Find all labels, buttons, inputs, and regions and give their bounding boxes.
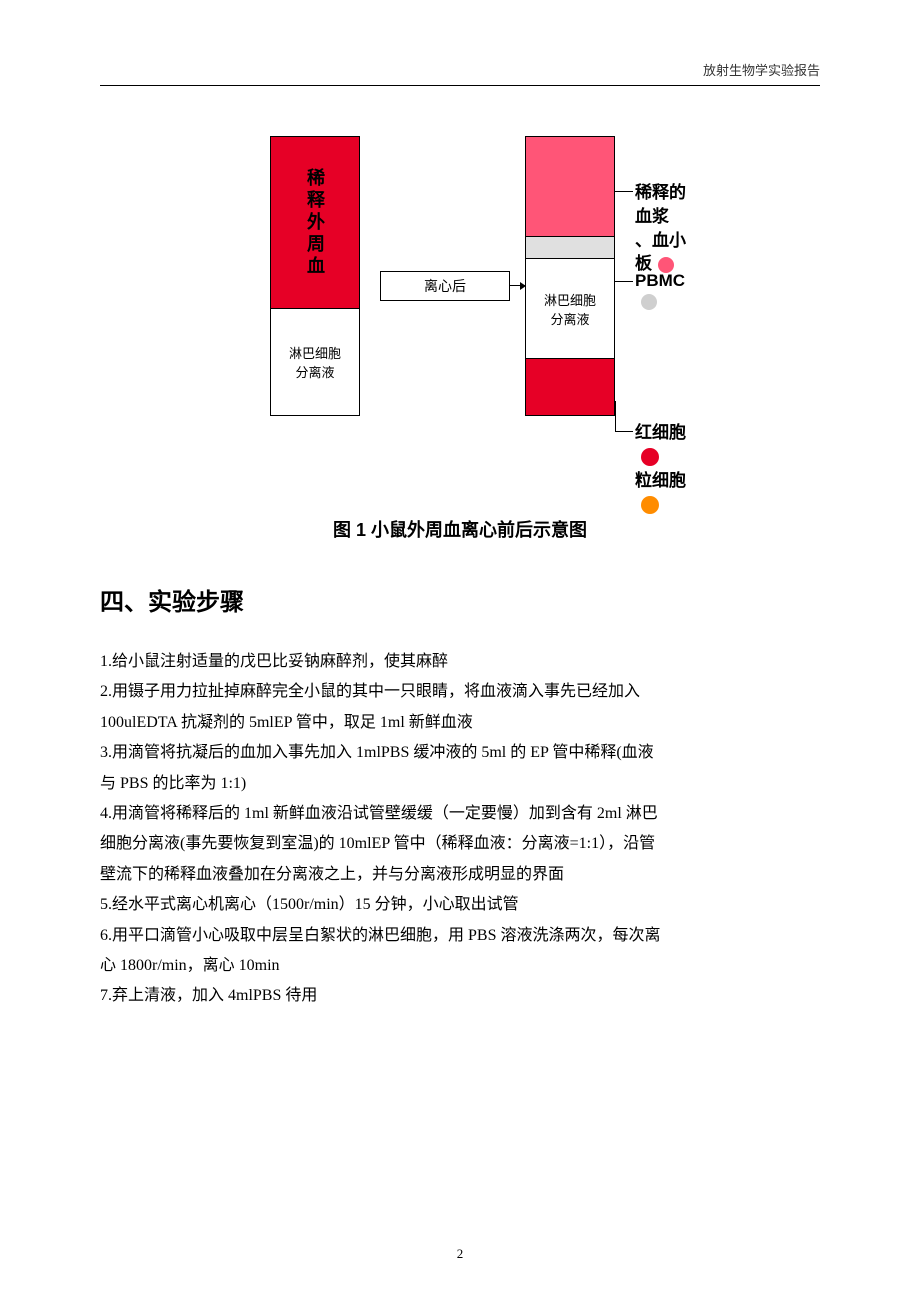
step-4c: 壁流下的稀释血液叠加在分离液之上，并与分离液形成明显的界面 (100, 860, 820, 890)
label-pbmc: PBMC (635, 271, 700, 311)
rbc-layer (526, 359, 614, 415)
header-rule (100, 85, 820, 86)
page-number: 2 (0, 1246, 920, 1262)
step-1: 1.给小鼠注射适量的戊巴比妥钠麻醉剂，使其麻醉 (100, 647, 820, 677)
figure-caption: 图 1 小鼠外周血离心前后示意图 (100, 516, 820, 542)
centrifuge-label: 离心后 (380, 271, 510, 301)
tube-before: 稀释外周血 淋巴细胞 分离液 (270, 136, 360, 416)
arrow-icon (510, 285, 525, 286)
separation-layer: 淋巴细胞 分离液 (526, 259, 614, 359)
section-title: 四、实验步骤 (100, 582, 820, 617)
step-3b: 与 PBS 的比率为 1:1) (100, 769, 820, 799)
blood-label: 稀释外周血 (302, 168, 328, 278)
label-plasma: 稀释的血浆 、血小板 (635, 181, 700, 276)
label-rbc: 红细胞 粒细胞 (635, 421, 700, 516)
plasma-layer (526, 137, 614, 237)
step-7: 7.弃上清液，加入 4mlPBS 待用 (100, 981, 820, 1011)
step-4b: 细胞分离液(事先要恢复到室温)的 10mlEP 管中（稀释血液：分离液=1:1）… (100, 829, 820, 859)
dot-pbmc (641, 294, 657, 310)
pbmc-layer (526, 237, 614, 259)
tube-after: 淋巴细胞 分离液 (525, 136, 615, 416)
blood-segment: 稀释外周血 (271, 137, 359, 309)
step-6a: 6.用平口滴管小心吸取中层呈白絮状的淋巴细胞，用 PBS 溶液洗涤两次，每次离 (100, 921, 820, 951)
dot-granulocyte (641, 496, 659, 514)
step-3a: 3.用滴管将抗凝后的血加入事先加入 1mlPBS 缓冲液的 5ml 的 EP 管… (100, 738, 820, 768)
step-2b: 100ulEDTA 抗凝剂的 5mlEP 管中，取足 1ml 新鲜血液 (100, 708, 820, 738)
experiment-steps: 1.给小鼠注射适量的戊巴比妥钠麻醉剂，使其麻醉 2.用镊子用力拉扯掉麻醉完全小鼠… (100, 647, 820, 1012)
step-4a: 4.用滴管将稀释后的 1ml 新鲜血液沿试管壁缓缓（一定要慢）加到含有 2ml … (100, 799, 820, 829)
step-5: 5.经水平式离心机离心（1500r/min）15 分钟，小心取出试管 (100, 890, 820, 920)
page-header: 放射生物学实验报告 (100, 60, 820, 85)
step-6b: 心 1800r/min，离心 10min (100, 951, 820, 981)
figure-1: 稀释外周血 淋巴细胞 分离液 离心后 淋巴细胞 分离液 (100, 116, 820, 496)
separation-fluid-segment: 淋巴细胞 分离液 (271, 309, 359, 415)
dot-rbc (641, 448, 659, 466)
step-2a: 2.用镊子用力拉扯掉麻醉完全小鼠的其中一只眼睛，将血液滴入事先已经加入 (100, 677, 820, 707)
